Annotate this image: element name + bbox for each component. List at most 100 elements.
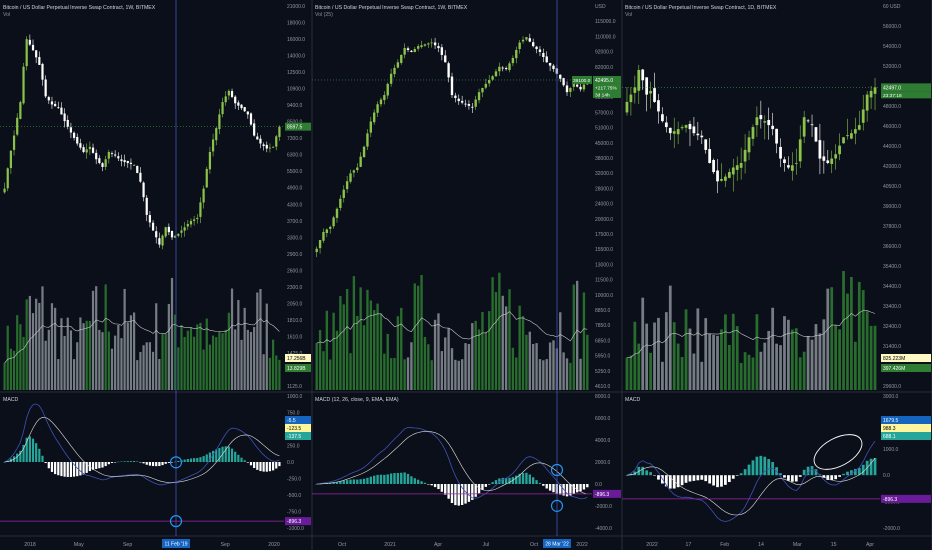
volume-bar (322, 351, 325, 390)
volume-bar (60, 318, 63, 390)
price-axis-label: 29600.0 (883, 384, 901, 390)
volume-bar (420, 275, 423, 390)
volume-bar (491, 277, 494, 390)
macd-histogram-bar (386, 474, 389, 484)
macd-histogram-bar (857, 467, 861, 476)
candle-body (562, 78, 565, 86)
candle-body (345, 181, 349, 190)
macd-histogram-bar (676, 475, 680, 488)
volume-bar (548, 342, 552, 390)
candle-body (104, 159, 107, 167)
candle-body (704, 139, 708, 150)
volume-bar (413, 283, 416, 390)
price-tag-bg (881, 91, 931, 99)
volume-bar (447, 328, 450, 390)
x-axis-label: 14 (758, 542, 764, 548)
candle-body (25, 39, 28, 67)
volume-bar (535, 343, 538, 390)
candle-body (488, 79, 491, 84)
macd-histogram-bar (645, 470, 649, 476)
macd-histogram-bar (559, 484, 562, 495)
candle-body (838, 145, 841, 155)
volume-bar (735, 326, 739, 390)
volume-bar (91, 290, 95, 390)
candle-body (335, 208, 339, 218)
candle-body (249, 113, 253, 125)
volume-bar (696, 308, 700, 390)
macd-histogram-bar (755, 456, 759, 476)
candle-body (846, 135, 849, 137)
macd-histogram-bar (747, 464, 751, 476)
price-tag-bg (593, 90, 621, 98)
volume-bar (25, 299, 28, 390)
volume-bar (525, 334, 528, 390)
macd-histogram-bar (416, 479, 420, 484)
volume-bar (117, 324, 120, 390)
candle-body (437, 46, 440, 49)
macd-histogram-bar (641, 466, 645, 476)
macd-histogram-bar (767, 459, 771, 476)
macd-histogram-bar (440, 484, 444, 492)
macd-histogram-bar (82, 462, 85, 475)
volume-bar (508, 289, 511, 390)
volume-bar (720, 329, 723, 390)
volume-bar (869, 325, 873, 390)
volume-bar (120, 338, 123, 390)
volume-bar (253, 327, 256, 390)
volume-bar (72, 359, 76, 390)
candle-body (41, 63, 44, 80)
macd-histogram-bar (477, 484, 481, 494)
candle-body (664, 122, 668, 128)
macd-histogram-bar (814, 469, 818, 476)
x-axis-label: 2021 (384, 542, 396, 548)
volume-bar (680, 357, 684, 390)
volume-bar (3, 362, 6, 390)
candle-body (504, 68, 508, 70)
price-axis-label: 82000.0 (595, 65, 613, 71)
macd-histogram-bar (688, 475, 692, 482)
macd-histogram-bar (488, 484, 491, 485)
price-axis-label: 15500.0 (595, 247, 613, 253)
candle-body (474, 99, 477, 107)
macd-histogram-bar (57, 462, 60, 476)
volume-bar (457, 360, 460, 390)
volume-bar (633, 321, 637, 390)
macd-histogram-bar (117, 461, 120, 463)
volume-bar (471, 323, 474, 390)
macd-tag: -896.3 (287, 519, 301, 525)
macd-histogram-bar (853, 468, 857, 476)
macd-histogram-bar (692, 475, 696, 481)
candle-body (362, 146, 366, 158)
macd-histogram-bar (136, 461, 139, 462)
volume-bar (148, 342, 152, 390)
macd-histogram-bar (491, 482, 494, 484)
volume-bar (538, 359, 542, 390)
volume-bar (427, 344, 430, 390)
price-axis-label: 7300.0 (287, 136, 303, 142)
macd-histogram-bar (498, 478, 501, 484)
price-tag-time: 23:37:18 (883, 93, 902, 99)
volume-bar (727, 344, 731, 390)
macd-histogram-bar (224, 446, 227, 462)
macd-histogram-bar (545, 484, 548, 489)
highlight-circle (550, 499, 564, 512)
volume-bar (494, 292, 498, 390)
volume-bar (268, 357, 272, 390)
macd-histogram-bar (151, 462, 155, 467)
price-axis-label: 38000.0 (595, 156, 613, 162)
volume-bar (396, 316, 400, 390)
price-axis-label: 1125.0 (287, 384, 302, 390)
candle-body (447, 63, 450, 78)
candle-body (806, 120, 810, 122)
macd-histogram-bar (518, 473, 521, 484)
volume-bar (629, 355, 633, 390)
volume-bar (240, 339, 243, 390)
volume-bar (775, 343, 778, 390)
macd-histogram-bar (454, 484, 457, 506)
candle-body (552, 65, 555, 70)
price-axis-label: 32400.0 (883, 324, 901, 330)
macd-histogram-bar (664, 475, 668, 487)
price-axis-label: 8850.0 (595, 308, 611, 314)
candle-body (268, 147, 272, 149)
macd-histogram-bar (335, 481, 339, 484)
